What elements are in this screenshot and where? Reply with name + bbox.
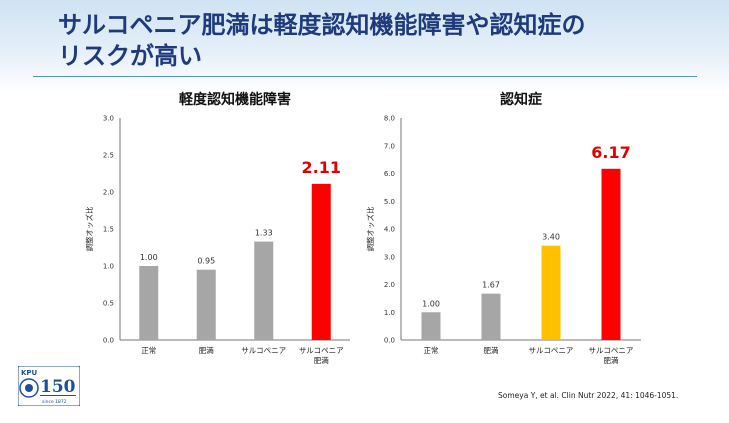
title-line-2: リスクが高い	[58, 42, 202, 70]
category-label: サルコペニア肥満	[299, 346, 344, 365]
chart-mci-svg: 軽度認知機能障害 0.0 0.5 1.0 1.5 2.0 2.5 3.0 調整オッズ比 1.00 正…	[84, 91, 350, 365]
data-label: 0.95	[197, 257, 215, 266]
category-label: 正常	[424, 346, 439, 355]
data-label: 2.11	[302, 158, 341, 177]
y-axis-label: 調整オッズ比	[365, 206, 375, 251]
y-tick-label: 7.0	[384, 142, 395, 150]
data-label: 6.17	[591, 143, 630, 162]
y-tick-label: 4.0	[384, 226, 395, 234]
y-axis-label: 調整オッズ比	[84, 206, 94, 251]
bar	[481, 293, 501, 340]
chart-title: 軽度認知機能障害	[179, 91, 291, 108]
y-tick-label: 0.5	[103, 300, 114, 308]
y-tick-label: 0.0	[384, 337, 395, 345]
y-tick-label: 0.0	[103, 337, 114, 345]
y-tick-label: 3.0	[103, 115, 114, 123]
bar	[311, 183, 331, 340]
data-label: 3.40	[542, 233, 560, 242]
chart-dementia-svg: 認知症 0.0 1.0 2.0 3.0 4.0 5.0 6.0 7.0 8.0 調整オッズ比 1.00…	[365, 91, 641, 365]
y-tick-label: 5.0	[384, 198, 395, 206]
title-divider	[33, 76, 697, 77]
citation: Someya Y, et al. Clin Nutr 2022, 41: 104…	[498, 391, 679, 400]
chart-title: 認知症	[500, 91, 542, 108]
title-line-1: サルコペニア肥満は軽度認知機能障害や認知症の	[58, 11, 586, 39]
chart-dementia: 認知症 0.0 1.0 2.0 3.0 4.0 5.0 6.0 7.0 8.0 調整オッズ比 1.00…	[360, 84, 660, 374]
category-label: 肥満	[484, 346, 499, 355]
y-tick-label: 2.5	[103, 152, 114, 160]
category-label: 正常	[141, 346, 156, 355]
data-label: 1.00	[140, 253, 158, 262]
y-tick-label: 1.0	[384, 309, 395, 317]
bar	[139, 266, 159, 340]
data-label: 1.00	[422, 299, 440, 308]
bar	[421, 312, 441, 340]
bar	[254, 241, 274, 340]
y-tick-label: 1.5	[103, 226, 114, 234]
y-tick-label: 3.0	[384, 253, 395, 261]
y-tick-label: 1.0	[103, 263, 114, 271]
bar	[541, 245, 561, 340]
bar	[601, 168, 621, 340]
y-tick-label: 2.0	[103, 189, 114, 197]
y-tick-label: 2.0	[384, 281, 395, 289]
category-label: サルコペニア肥満	[589, 346, 634, 365]
category-label: 肥満	[199, 346, 214, 355]
logo-number: 150	[40, 377, 76, 397]
chart-mci: 軽度認知機能障害 0.0 0.5 1.0 1.5 2.0 2.5 3.0 調整オッズ比 1.00 正…	[70, 84, 360, 374]
logo-caption: since 1872	[42, 399, 67, 405]
university-logo: KPU 150 since 1872	[17, 365, 81, 407]
y-tick-label: 6.0	[384, 170, 395, 178]
data-label: 1.67	[482, 281, 500, 290]
y-tick-label: 8.0	[384, 115, 395, 123]
category-label: サルコペニア	[529, 346, 574, 355]
logo-mark: KPU	[21, 369, 38, 377]
slide-title: サルコペニア肥満は軽度認知機能障害や認知症の リスクが高い	[58, 10, 718, 72]
category-label: サルコペニア	[241, 346, 286, 355]
data-label: 1.33	[255, 229, 273, 238]
slide-header: サルコペニア肥満は軽度認知機能障害や認知症の リスクが高い	[0, 0, 729, 92]
bar	[196, 269, 216, 340]
